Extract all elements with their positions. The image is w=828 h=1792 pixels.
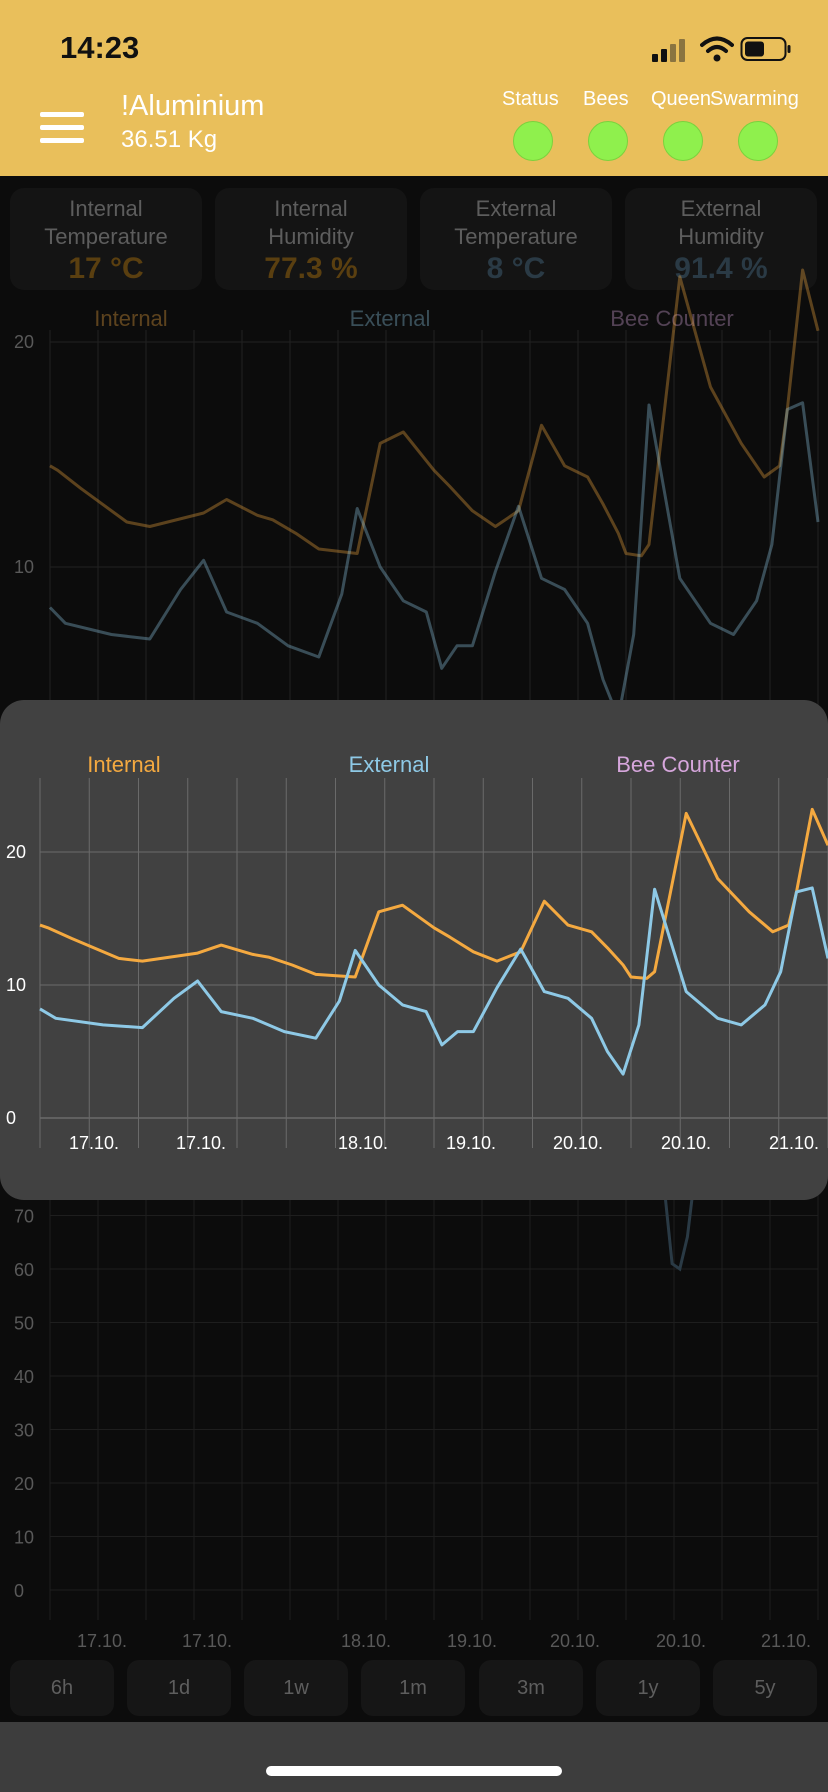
queen-label: Queen <box>651 88 712 110</box>
wifi-icon <box>700 36 734 62</box>
y-tick-label: 20 <box>14 332 34 352</box>
hive-weight: 36.51 Kg <box>121 126 218 153</box>
range-1d-button[interactable]: 1d <box>127 1660 231 1716</box>
home-indicator[interactable] <box>266 1766 562 1776</box>
y-tick-label: 10 <box>14 557 34 577</box>
cellular-signal-icon <box>652 39 685 62</box>
range-6h-button[interactable]: 6h <box>10 1660 114 1716</box>
legend-item: External <box>349 752 430 777</box>
battery-icon <box>740 37 791 61</box>
y-tick-label: 20 <box>14 1474 34 1494</box>
external-humidity-card[interactable]: External Humidity 91.4 % <box>625 188 817 290</box>
card-label: Temperature <box>454 224 578 249</box>
y-tick-label: 30 <box>14 1421 34 1441</box>
x-tick-label: 17.10. <box>69 1133 119 1153</box>
x-tick-label: 20.10. <box>553 1133 603 1153</box>
bees-label: Bees <box>583 88 629 110</box>
swarming-label: Swarming <box>710 88 799 110</box>
bees-indicator[interactable] <box>588 121 628 161</box>
status-label: Status <box>502 88 559 110</box>
range-3m-button[interactable]: 3m <box>479 1660 583 1716</box>
series-line <box>39 886 828 1076</box>
y-tick-label: 50 <box>14 1314 34 1334</box>
status-time: 14:23 <box>60 30 140 65</box>
temperature-chart: 0 10 20 17.10. 17.10. 18.10. 19.10. 20.10. 20.10… <box>6 752 828 1153</box>
queen-indicator[interactable] <box>663 121 703 161</box>
card-label: External <box>475 196 557 221</box>
y-tick-label: 0 <box>6 1108 16 1128</box>
y-tick-label: 10 <box>6 975 26 995</box>
y-tick-label: 0 <box>14 1581 24 1601</box>
card-label: Internal <box>274 196 348 221</box>
status-indicator[interactable] <box>513 121 553 161</box>
y-tick-label: 40 <box>14 1367 34 1387</box>
range-5y-button[interactable]: 5y <box>713 1660 817 1716</box>
legend-item: Internal <box>87 752 160 777</box>
external-temperature-card[interactable]: External Temperature 8 °C <box>420 188 612 290</box>
range-1m-button[interactable]: 1m <box>361 1660 465 1716</box>
x-tick-label: 21.10. <box>761 1631 811 1651</box>
card-value: 17 °C <box>68 252 144 285</box>
range-1y-button[interactable]: 1y <box>596 1660 700 1716</box>
card-value: 91.4 % <box>674 252 768 285</box>
series-line <box>48 401 820 720</box>
x-tick-label: 19.10. <box>447 1631 497 1651</box>
x-tick-label: 20.10. <box>550 1631 600 1651</box>
series-line <box>49 268 820 558</box>
hive-name: !Aluminium <box>121 90 265 122</box>
legend-item: Internal <box>94 306 167 331</box>
internal-humidity-card[interactable]: Internal Humidity 77.3 % <box>215 188 407 290</box>
card-label: Humidity <box>268 224 354 249</box>
x-tick-label: 17.10. <box>182 1631 232 1651</box>
internal-temperature-card[interactable]: Internal Temperature 17 °C <box>10 188 202 290</box>
x-tick-label: 18.10. <box>338 1133 388 1153</box>
x-tick-label: 19.10. <box>446 1133 496 1153</box>
x-tick-label: 18.10. <box>341 1631 391 1651</box>
card-label: Humidity <box>678 224 764 249</box>
card-label: External <box>680 196 762 221</box>
app-header: 14:23 !Aluminium 36.51 Kg Status Bees Qu… <box>0 0 828 176</box>
y-tick-label: 20 <box>6 842 26 862</box>
legend-item: External <box>350 306 431 331</box>
card-label: Internal <box>69 196 143 221</box>
indicator-labels-clip: Queen Swarming <box>651 80 828 120</box>
card-value: 8 °C <box>486 252 546 285</box>
y-tick-label: 60 <box>14 1260 34 1280</box>
series-line <box>39 807 828 980</box>
range-1w-button[interactable]: 1w <box>244 1660 348 1716</box>
card-label: Temperature <box>44 224 168 249</box>
x-tick-label: 20.10. <box>656 1631 706 1651</box>
x-tick-label: 17.10. <box>176 1133 226 1153</box>
legend-item: Bee Counter <box>616 752 740 777</box>
y-tick-label: 70 <box>14 1207 34 1227</box>
x-tick-label: 20.10. <box>661 1133 711 1153</box>
bottom-bar <box>0 1722 828 1792</box>
swarming-indicator[interactable] <box>738 121 778 161</box>
legend-item: Bee Counter <box>610 306 734 331</box>
chart-popup[interactable]: 0 10 20 17.10. 17.10. 18.10. 19.10. 20.10. 20.10… <box>0 700 828 1200</box>
series-line <box>662 1172 697 1272</box>
x-tick-label: 21.10. <box>769 1133 819 1153</box>
y-tick-label: 10 <box>14 1528 34 1548</box>
x-tick-label: 17.10. <box>77 1631 127 1651</box>
menu-icon[interactable] <box>40 110 84 146</box>
card-value: 77.3 % <box>264 252 358 285</box>
